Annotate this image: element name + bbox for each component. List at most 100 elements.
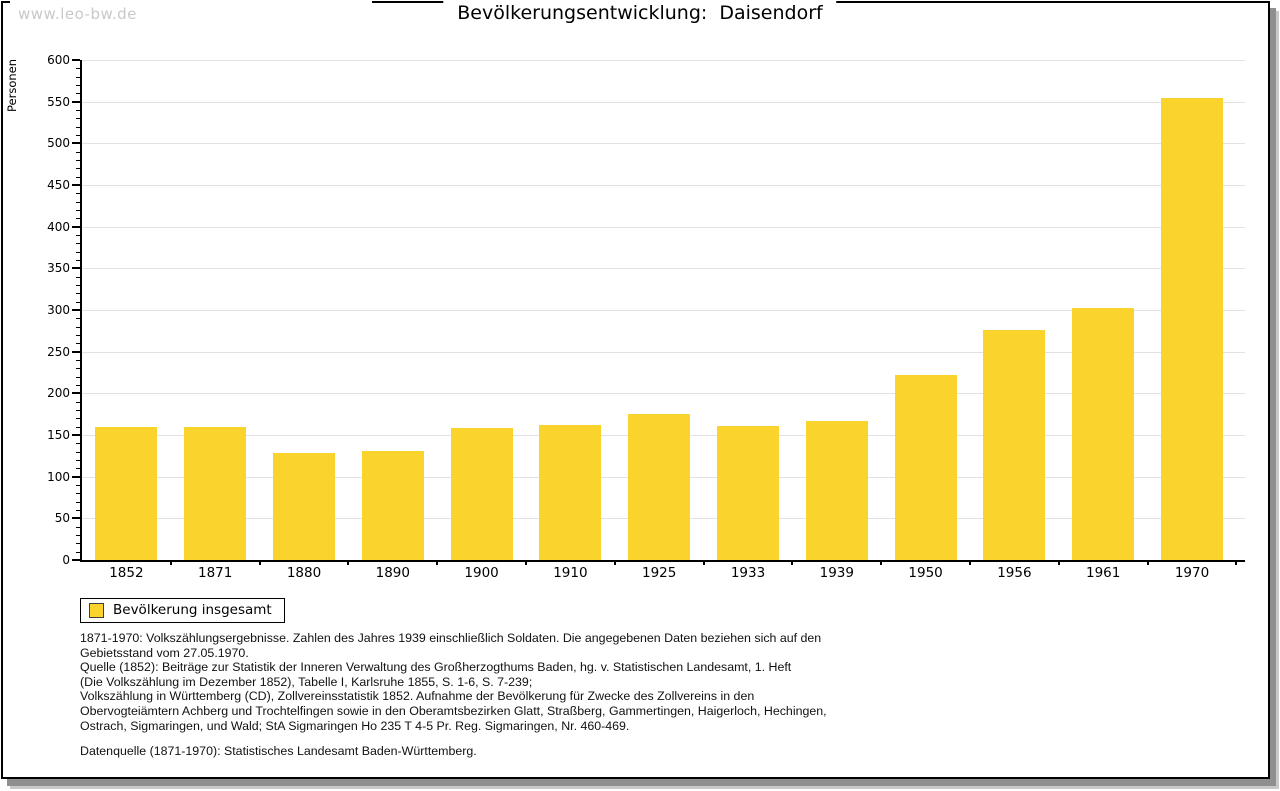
y-tick [76,218,80,220]
bar-1852 [95,426,158,560]
y-tick [76,168,80,170]
y-tick [76,501,80,503]
x-tick [525,560,527,565]
y-tick [76,451,80,453]
x-tick [169,560,172,565]
y-tick [76,443,80,445]
y-tick [76,76,80,78]
chart-title: Bevölkerungsentwicklung: Daisendorf [443,0,837,26]
y-tick-label: 400 [47,219,70,234]
y-tick [72,267,80,270]
watermark-background [10,0,372,24]
y-tick [76,85,80,86]
y-axis-ticks [60,59,80,561]
y-tick [76,176,80,178]
bar-1910 [539,425,602,560]
x-tick-label: 1871 [198,565,233,581]
x-tick-label: 1961 [1086,565,1121,581]
x-tick-label: 1910 [553,565,588,581]
y-tick [76,493,80,495]
y-tick-label: 50 [54,511,70,526]
y-tick [76,360,80,361]
y-tick [76,276,80,278]
y-tick [76,526,80,528]
y-tick [76,368,80,370]
gridline [82,393,1245,395]
y-tick [76,385,80,386]
x-tick [347,560,350,565]
y-tick [76,193,80,195]
bar-1950 [894,375,957,560]
y-tick [76,93,80,95]
bar-1970 [1161,97,1223,560]
x-tick-label: 1956 [997,565,1032,581]
gridline [82,143,1245,145]
y-tick-label: 250 [47,344,70,359]
y-tick [72,184,80,186]
x-tick-label: 1939 [819,565,854,581]
y-tick [76,285,80,286]
y-tick [72,517,80,520]
x-tick [258,560,261,565]
y-tick [76,535,80,536]
y-axis-title: Personen [5,58,19,112]
y-tick [76,426,80,428]
gridline [82,310,1245,311]
source-note-datenquelle: Datenquelle (1871-1970): Statistisches L… [80,744,477,759]
legend: Bevölkerung insgesamt [80,598,285,623]
gridline [82,101,1245,103]
bar-1871 [184,426,247,560]
y-tick [76,118,80,120]
x-tick [613,560,616,565]
bar-1925 [628,414,691,560]
gridline [82,185,1245,186]
bar-1956 [983,330,1046,560]
y-tick [76,376,80,378]
bar-1880 [273,452,335,560]
x-tick-label: 1933 [730,565,766,581]
x-tick-label: 1900 [464,565,499,581]
legend-swatch-icon [89,602,104,618]
y-tick-label: 600 [47,53,70,67]
x-tick-label: 1852 [109,565,144,581]
y-tick [76,243,80,245]
bar-1933 [717,425,779,560]
y-tick [76,110,80,111]
x-tick [1235,560,1238,565]
bar-1890 [361,450,424,560]
y-tick [76,418,80,420]
x-tick-label: 1950 [908,565,943,581]
gridline [82,351,1245,353]
source-note-census: 1871-1970: Volkszählungsergebnisse. Zahl… [80,631,827,733]
y-tick [76,201,80,203]
y-tick [76,260,80,261]
x-tick [880,560,883,565]
y-tick [76,510,80,511]
y-tick [76,343,80,345]
x-tick [969,560,971,565]
y-tick-label: 100 [47,469,70,484]
y-tick [72,225,80,228]
y-tick [76,485,80,486]
y-tick [76,326,80,328]
bar-1939 [805,420,868,560]
x-tick-label: 1925 [642,565,677,581]
y-tick [72,434,80,436]
y-tick [76,460,80,461]
y-axis-labels: 0 50 100 150 200 250 300 350 400 450 500 550 600 [24,53,70,567]
y-tick [76,151,80,153]
x-tick [1057,560,1060,565]
y-tick-label: 450 [47,178,70,192]
y-tick-label: 0 [62,553,70,567]
x-tick-label: 1880 [286,565,322,581]
y-tick [76,318,80,320]
x-tick-label: 1970 [1174,565,1210,581]
y-tick-label: 300 [47,303,70,317]
x-tick [702,560,705,565]
y-tick [76,401,80,403]
bar-1961 [1072,308,1135,560]
y-tick-label: 500 [47,136,70,151]
x-tick [436,560,439,565]
x-tick [791,560,794,565]
y-tick-label: 550 [47,94,70,109]
